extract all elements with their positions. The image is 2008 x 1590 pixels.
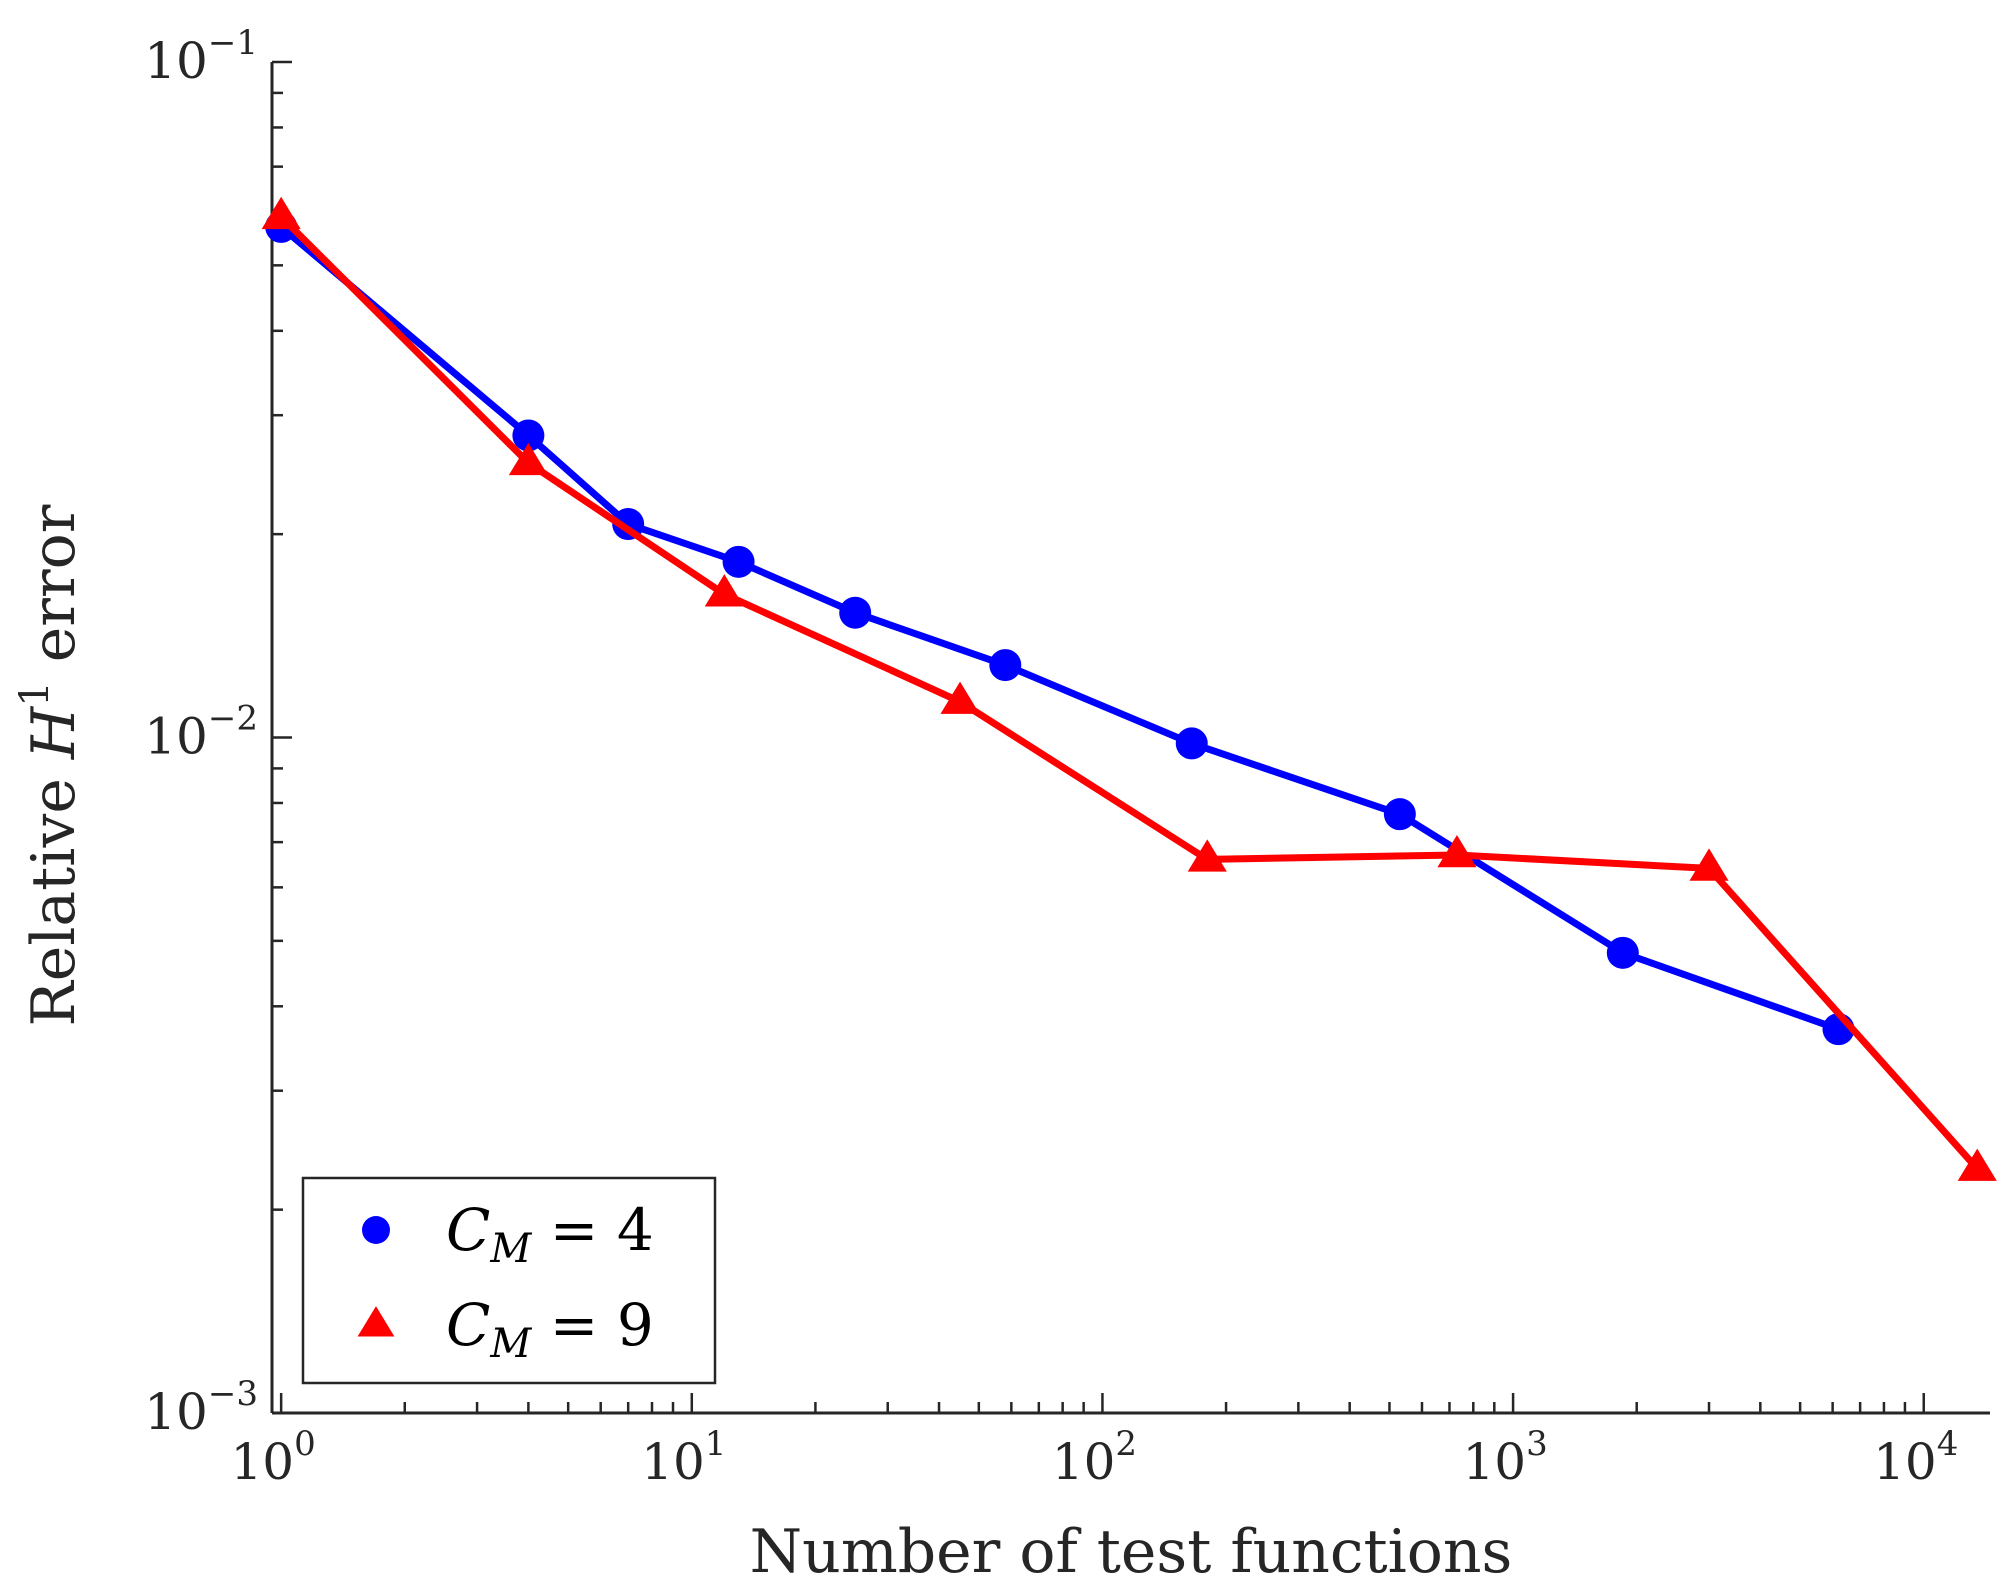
data-point bbox=[1437, 834, 1477, 868]
legend-label: CM = 4 bbox=[446, 1196, 654, 1272]
data-point bbox=[839, 596, 872, 629]
legend-marker bbox=[362, 1216, 390, 1244]
data-point bbox=[508, 442, 548, 476]
legend-marker bbox=[357, 1306, 395, 1337]
data-point bbox=[1957, 1148, 1997, 1181]
y-axis-label-symbol: H bbox=[19, 705, 89, 760]
data-point bbox=[1689, 848, 1729, 881]
series bbox=[261, 196, 1997, 1181]
data-point bbox=[1606, 936, 1639, 969]
x-tick-label: 103 bbox=[1462, 1424, 1547, 1491]
series-line bbox=[278, 224, 1840, 1033]
x-tick-label: 102 bbox=[1052, 1424, 1137, 1491]
y-axis-label: Relative H1 error bbox=[12, 504, 89, 1026]
legend: CM = 4 CM = 9 bbox=[301, 1176, 717, 1385]
x-tick-label: 101 bbox=[641, 1424, 726, 1491]
x-axis-label: Number of test functions bbox=[750, 1517, 1513, 1587]
y-tick-label: 10−3 bbox=[144, 1374, 258, 1441]
x-tick-label: 100 bbox=[231, 1424, 316, 1491]
data-point bbox=[704, 574, 744, 607]
data-point bbox=[1175, 727, 1208, 760]
legend-item: CM = 4 bbox=[362, 1196, 654, 1272]
data-point bbox=[1187, 839, 1227, 872]
data-point bbox=[940, 681, 980, 714]
legend-box bbox=[301, 1176, 717, 1385]
x-tick-label: 104 bbox=[1873, 1424, 1958, 1491]
y-tick-label: 10−2 bbox=[144, 699, 258, 766]
legend-item: CM = 9 bbox=[357, 1291, 654, 1367]
series-2 bbox=[261, 196, 1997, 1181]
data-point bbox=[261, 196, 301, 230]
series-1 bbox=[265, 210, 1855, 1046]
data-point bbox=[722, 545, 755, 578]
y-tick-label: 10−1 bbox=[144, 23, 258, 90]
data-point bbox=[1383, 798, 1416, 831]
series-line bbox=[278, 214, 1980, 1171]
y-axis-label-suffix: error bbox=[19, 504, 89, 681]
ticks: 100 101 102 103 104 10−3 10−2 10−1 bbox=[144, 23, 1958, 1491]
y-axis-label-prefix: Relative bbox=[19, 759, 89, 1026]
legend-items: CM = 4 CM = 9 bbox=[357, 1196, 654, 1367]
legend-label: CM = 9 bbox=[446, 1291, 654, 1367]
y-axis-label-superscript: 1 bbox=[12, 681, 58, 706]
data-point bbox=[512, 419, 545, 452]
data-point bbox=[989, 649, 1022, 682]
